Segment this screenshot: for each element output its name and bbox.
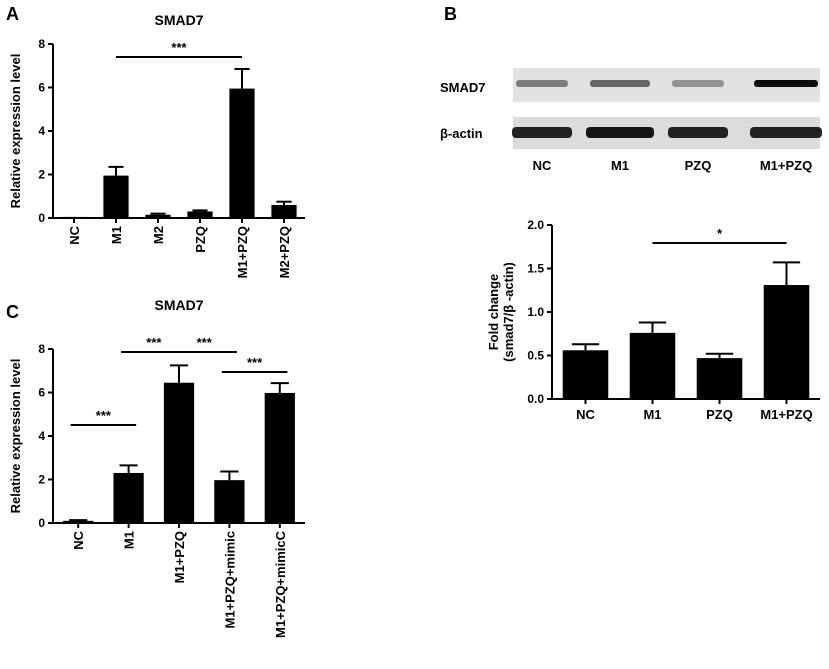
x-category-label: M1+PZQ+mimic xyxy=(222,531,237,629)
bar xyxy=(264,392,295,523)
blot-band-actin xyxy=(668,127,728,138)
bar xyxy=(103,175,129,218)
bar xyxy=(163,382,195,523)
x-category-label: NC xyxy=(576,407,595,422)
bar xyxy=(562,350,609,399)
blot-band-actin xyxy=(750,127,822,138)
bar xyxy=(187,211,213,218)
x-category-label: PZQ xyxy=(193,226,208,253)
bar xyxy=(113,472,144,523)
y-tick-label: 4 xyxy=(38,429,45,443)
significance-label: *** xyxy=(197,335,213,350)
blot-band-smad7 xyxy=(516,80,568,87)
y-tick-label: 8 xyxy=(38,37,45,51)
x-category-label: NC xyxy=(71,530,86,549)
y-tick-label: 0 xyxy=(38,211,45,225)
bar xyxy=(629,332,676,399)
bar xyxy=(229,88,255,219)
x-category-label: M1 xyxy=(643,407,661,422)
bar xyxy=(271,204,297,218)
x-category-label: M2 xyxy=(151,226,166,244)
panel-label-c: C xyxy=(6,302,19,322)
blot-lane-label: NC xyxy=(533,158,552,173)
significance-label: * xyxy=(717,226,723,241)
x-category-label: NC xyxy=(67,225,82,244)
y-tick-label: 1.5 xyxy=(527,262,544,276)
y-tick-label: 6 xyxy=(38,81,45,95)
western-blot: SMAD7 β-actin NC M1 PZQ M1+PZQ xyxy=(440,68,822,173)
y-tick-label: 2 xyxy=(38,168,45,182)
y-axis-label-line2: (smad7/β -actin) xyxy=(501,262,516,362)
blot-lane-label: M1 xyxy=(611,158,629,173)
significance-label: *** xyxy=(96,408,112,423)
blot-row-label-smad7: SMAD7 xyxy=(440,80,486,95)
significance-label: *** xyxy=(171,40,187,55)
blot-band-smad7 xyxy=(672,80,724,87)
significance-label: *** xyxy=(247,355,263,370)
panel-label-b: B xyxy=(444,4,457,24)
chart-title: SMAD7 xyxy=(154,297,203,313)
x-category-label: M1 xyxy=(109,226,124,244)
significance-label: *** xyxy=(146,335,162,350)
blot-band-smad7 xyxy=(590,80,650,87)
y-tick-label: 2 xyxy=(38,473,45,487)
y-axis-label: Relative expression level xyxy=(8,359,23,514)
y-tick-label: 0.5 xyxy=(527,349,544,363)
y-tick-label: 6 xyxy=(38,386,45,400)
x-category-label: M1+PZQ xyxy=(760,407,812,422)
blot-row-label-actin: β-actin xyxy=(440,126,483,141)
y-axis-label: Fold change xyxy=(486,274,501,351)
y-tick-label: 8 xyxy=(38,342,45,356)
y-tick-label: 4 xyxy=(38,124,45,138)
x-category-label: M1+PZQ xyxy=(235,226,250,278)
bar xyxy=(696,358,743,399)
chart-b: Fold change (smad7/β -actin) 0.0 0.5 1.0 1.5 2… xyxy=(486,218,820,422)
blot-lane-label: M1+PZQ xyxy=(760,158,812,173)
x-category-label: M1+PZQ xyxy=(172,531,187,583)
chart-c: SMAD7 Relative expression level 0 2 4 6 8 NC M1 M… xyxy=(8,297,305,638)
x-category-label: PZQ xyxy=(706,407,733,422)
bar xyxy=(214,480,245,523)
x-category-label: M1 xyxy=(122,531,137,549)
y-tick-label: 0 xyxy=(38,516,45,530)
chart-title: SMAD7 xyxy=(154,12,203,28)
chart-a: SMAD7 Relative expression level 0 2 4 6 8 NC M1 M… xyxy=(8,12,305,278)
x-category-label: M2+PZQ xyxy=(277,226,292,278)
bar xyxy=(763,285,810,399)
bar xyxy=(145,214,171,218)
y-tick-label: 1.0 xyxy=(527,305,544,319)
x-category-label: M1+PZQ+mimicC xyxy=(273,530,288,638)
bar xyxy=(63,520,94,523)
bar xyxy=(61,216,87,219)
blot-band-actin xyxy=(586,127,654,138)
blot-band-actin xyxy=(512,127,572,138)
panel-label-a: A xyxy=(6,4,19,24)
blot-band-smad7 xyxy=(754,80,818,87)
blot-lane-label: PZQ xyxy=(685,158,712,173)
y-axis-label: Relative expression level xyxy=(8,54,23,209)
y-tick-label: 2.0 xyxy=(527,218,544,232)
y-tick-label: 0.0 xyxy=(527,392,544,406)
